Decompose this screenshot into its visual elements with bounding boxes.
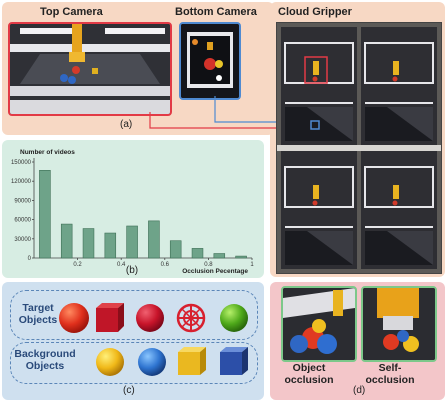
y-tick-label: 120000 xyxy=(11,179,32,185)
bottom-camera-image xyxy=(179,22,241,100)
histogram-bar xyxy=(126,225,138,259)
target-orange-ball xyxy=(59,303,89,333)
x-axis-title: Occlusion Pecentage xyxy=(182,268,248,275)
target-objects-label: Target Objects xyxy=(18,302,58,326)
x-tick-label: 0.4 xyxy=(117,262,126,268)
background-objects-label: Background Objects xyxy=(14,348,76,372)
self-occlusion-label: Self-occlusion xyxy=(365,362,415,386)
target-wire-ball xyxy=(176,303,206,333)
panel-d-label: (d) xyxy=(353,385,366,396)
histogram-bar xyxy=(169,240,182,259)
cloud-gripper-image xyxy=(276,22,442,274)
occlusion-histogram: 0 30000 60000 90000 120000 150000 0.2 0.4 0.6 0.8… xyxy=(11,149,254,276)
x-tick-label: 0.8 xyxy=(204,262,213,268)
target-objects-row xyxy=(59,303,248,333)
y-tick-label: 60000 xyxy=(14,218,31,224)
background-objects-box xyxy=(10,342,258,384)
y-tick-label: 30000 xyxy=(14,237,31,243)
y-axis-title: Number of videos xyxy=(20,149,75,156)
background-objects-row xyxy=(96,347,248,376)
top-camera-title: Top Camera xyxy=(40,6,103,18)
y-tick-label: 150000 xyxy=(11,160,32,166)
histogram-bar xyxy=(235,255,247,259)
histogram-bar xyxy=(191,248,204,259)
top-camera-image xyxy=(8,22,172,116)
object-occlusion-image xyxy=(281,286,357,362)
x-tick-label: 0.2 xyxy=(73,262,82,268)
bottom-camera-title: Bottom Camera xyxy=(175,6,257,18)
histogram-bar xyxy=(213,253,226,259)
target-objects-box xyxy=(10,290,258,340)
cloud-gripper-title: Cloud Gripper xyxy=(278,6,352,18)
background-blue-ball xyxy=(138,348,166,376)
histogram-bar xyxy=(104,232,117,259)
panel-b-label: (b) xyxy=(126,265,138,276)
self-occlusion-image xyxy=(361,286,437,362)
target-green-ball xyxy=(220,304,248,332)
panel-c-label: (c) xyxy=(123,385,135,396)
histogram-bar xyxy=(148,220,160,259)
background-blue-cube xyxy=(220,347,248,375)
x-tick-label: 0.6 xyxy=(161,262,170,268)
object-occlusion-label: Object occlusion xyxy=(284,362,334,386)
y-tick-label: 90000 xyxy=(14,198,31,204)
target-red-cube xyxy=(96,303,124,332)
panel-a-label: (a) xyxy=(120,119,133,130)
panel-c-background xyxy=(2,282,264,400)
background-yellow-ball xyxy=(96,348,124,376)
target-crimson-ball xyxy=(136,304,164,332)
histogram-bar xyxy=(39,170,51,259)
histogram-bar xyxy=(60,223,73,259)
x-tick-label: 1 xyxy=(250,262,254,268)
y-tick-label: 0 xyxy=(28,256,32,262)
background-yellow-cube xyxy=(178,347,206,375)
histogram-bar xyxy=(82,228,95,259)
